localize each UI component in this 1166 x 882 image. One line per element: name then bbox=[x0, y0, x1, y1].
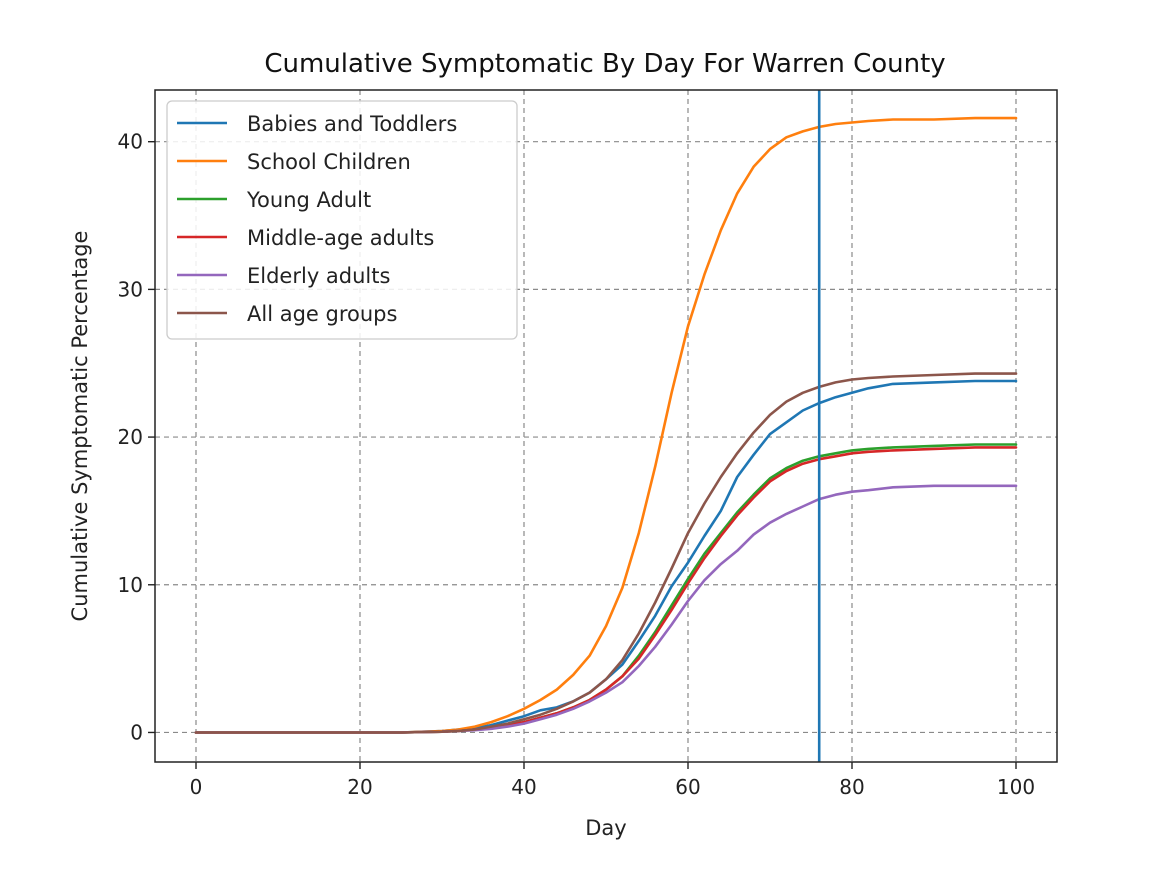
x-tick-label: 100 bbox=[997, 775, 1035, 799]
series-line-school-children bbox=[194, 116, 1018, 734]
legend-label: Middle-age adults bbox=[247, 226, 434, 250]
legend-label: Babies and Toddlers bbox=[247, 112, 457, 136]
y-tick-label: 0 bbox=[130, 720, 143, 744]
legend-label: Young Adult bbox=[246, 188, 371, 212]
plot-frame bbox=[154, 89, 1058, 763]
y-axis-title: Cumulative Symptomatic Percentage bbox=[68, 231, 92, 622]
legend: Babies and Toddlers School Children Young … bbox=[166, 100, 518, 340]
y-tick-label: 40 bbox=[118, 130, 143, 154]
legend-label: Elderly adults bbox=[247, 264, 390, 288]
y-tick-label: 10 bbox=[118, 573, 143, 597]
chart-title: Cumulative Symptomatic By Day For Warren… bbox=[264, 49, 945, 79]
legend-label: School Children bbox=[247, 150, 411, 174]
x-tick-label: 80 bbox=[839, 775, 864, 799]
series-lines bbox=[194, 116, 1018, 734]
axis-ticks: 0 20 40 60 80 100 0 10 20 30 40 bbox=[118, 130, 1036, 799]
y-tick-label: 20 bbox=[118, 425, 143, 449]
legend-label: All age groups bbox=[247, 302, 397, 326]
grid bbox=[155, 90, 1057, 762]
series-line-all-age-groups bbox=[194, 372, 1018, 734]
x-tick-label: 20 bbox=[347, 775, 372, 799]
x-tick-label: 40 bbox=[511, 775, 536, 799]
x-tick-label: 0 bbox=[190, 775, 203, 799]
legend-box bbox=[166, 100, 518, 340]
y-tick-label: 30 bbox=[118, 277, 143, 301]
x-axis-title: Day bbox=[585, 816, 626, 840]
x-tick-label: 60 bbox=[675, 775, 700, 799]
